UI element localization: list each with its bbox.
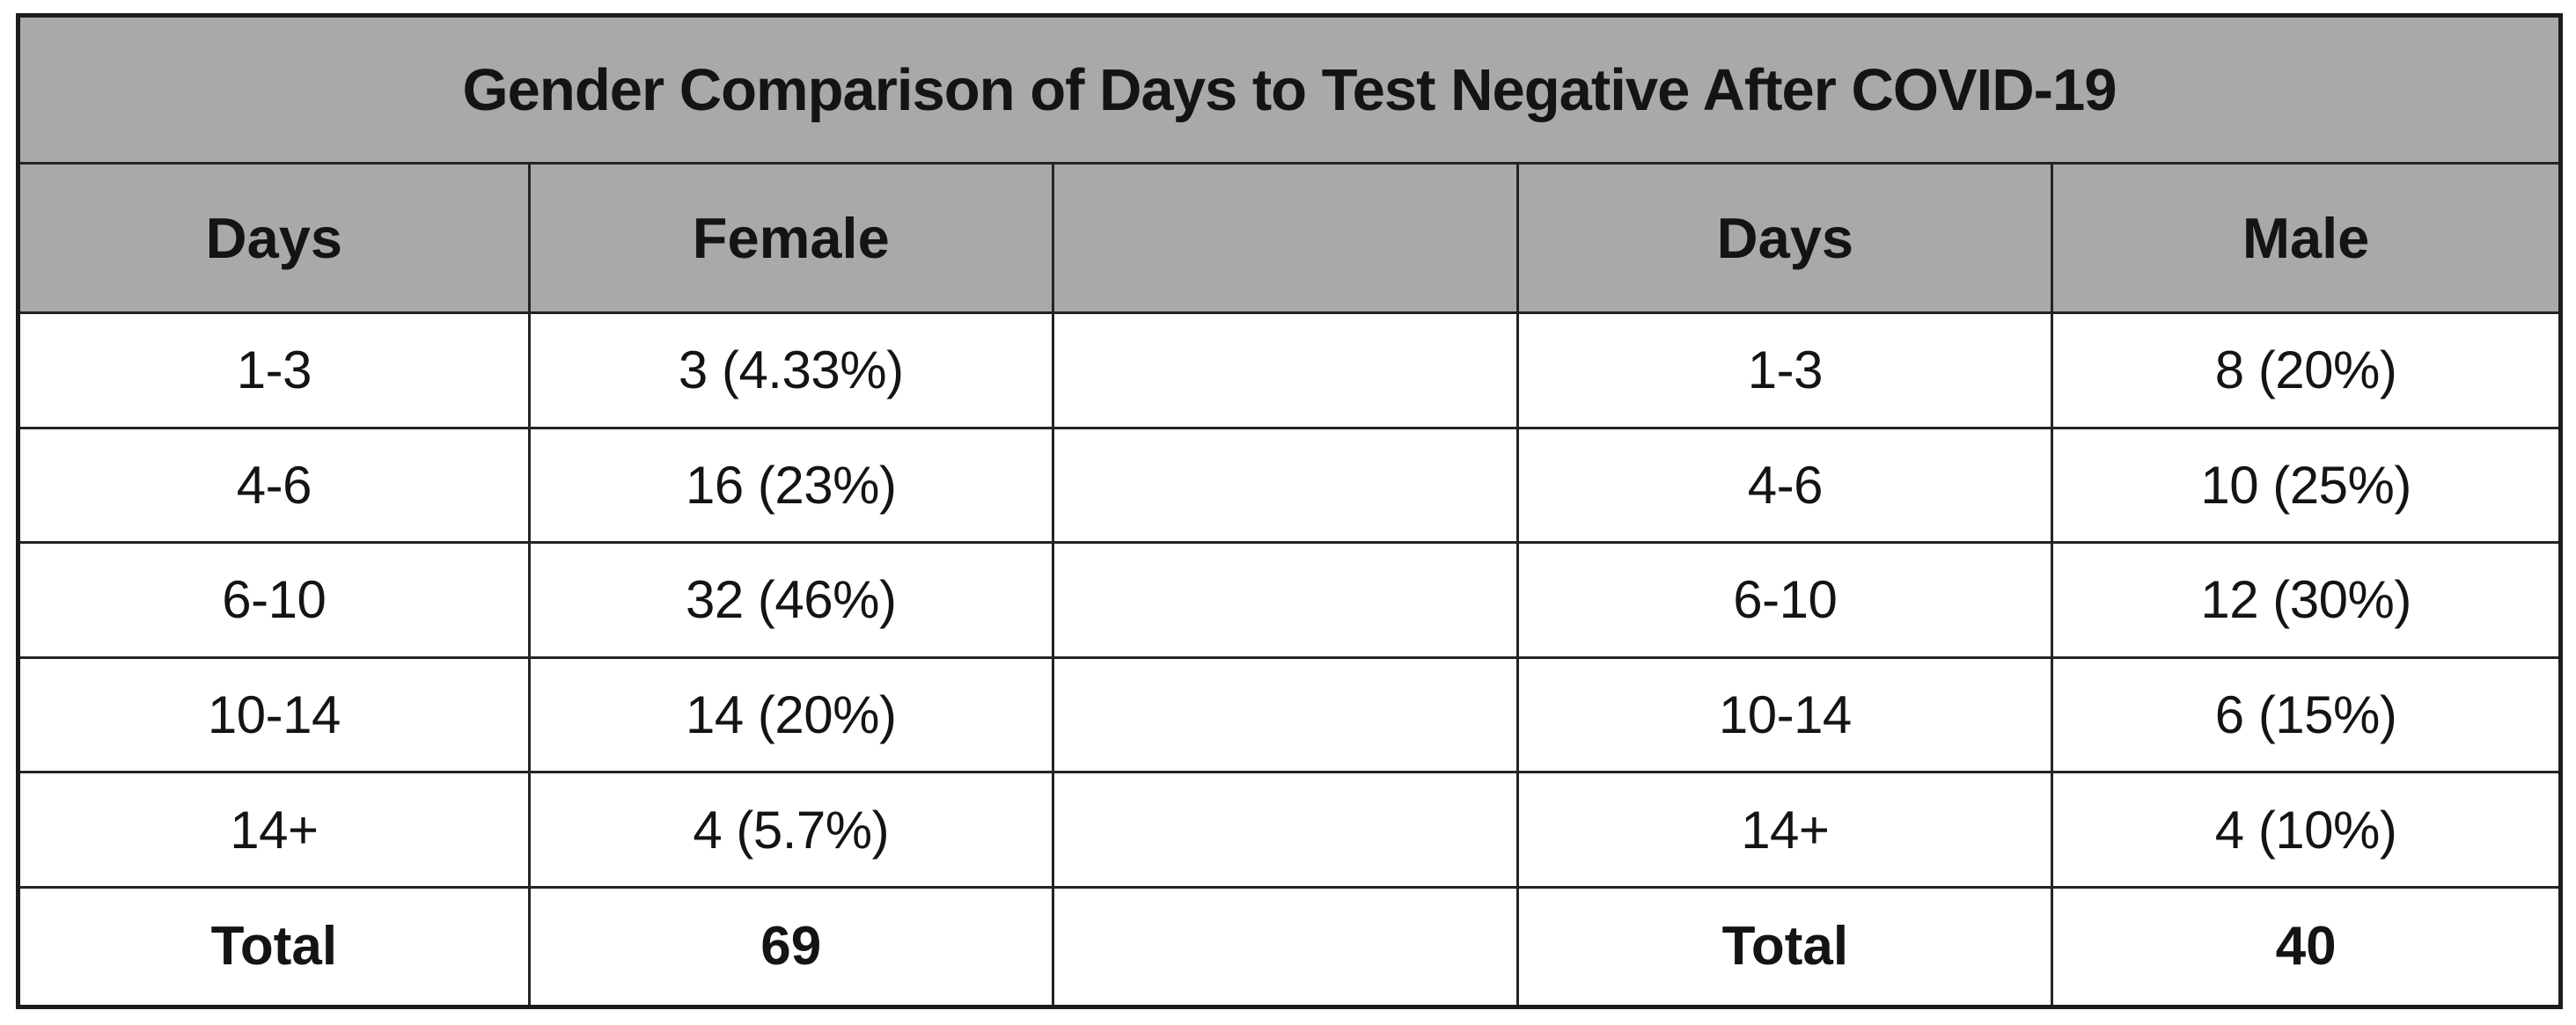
cell-days-female-2: 6-10 (17, 541, 531, 659)
header-row: Days Female Days Male (17, 162, 2562, 314)
cell-spacer-3 (1051, 655, 1520, 774)
cell-days-female-0: 1-3 (17, 311, 531, 429)
column-header-spacer (1051, 162, 1520, 314)
cell-female-0: 3 (4.33%) (527, 311, 1054, 429)
cell-female-2: 32 (46%) (527, 541, 1054, 659)
gender-comparison-table: Gender Comparison of Days to Test Negati… (16, 13, 2563, 1009)
cell-spacer-1 (1051, 426, 1520, 545)
table-row: 6-10 32 (46%) 6-10 12 (30%) (17, 541, 2562, 659)
total-value-female: 69 (527, 885, 1054, 1009)
total-label-male: Total (1516, 885, 2054, 1009)
column-header-female: Female (527, 162, 1054, 314)
cell-female-4: 4 (5.7%) (527, 771, 1054, 889)
column-header-days-male: Days (1516, 162, 2054, 314)
total-value-male: 40 (2051, 885, 2562, 1009)
cell-days-male-2: 6-10 (1516, 541, 2054, 659)
table-row: 10-14 14 (20%) 10-14 6 (15%) (17, 655, 2562, 774)
cell-days-male-1: 4-6 (1516, 426, 2054, 545)
cell-male-1: 10 (25%) (2051, 426, 2562, 545)
cell-days-male-0: 1-3 (1516, 311, 2054, 429)
cell-days-female-4: 14+ (17, 771, 531, 889)
cell-spacer-4 (1051, 771, 1520, 889)
cell-days-female-3: 10-14 (17, 655, 531, 774)
table-title: Gender Comparison of Days to Test Negati… (17, 14, 2562, 165)
cell-male-3: 6 (15%) (2051, 655, 2562, 774)
cell-days-male-3: 10-14 (1516, 655, 2054, 774)
table-row: 14+ 4 (5.7%) 14+ 4 (10%) (17, 771, 2562, 889)
table-row: 1-3 3 (4.33%) 1-3 8 (20%) (17, 311, 2562, 429)
cell-spacer-2 (1051, 541, 1520, 659)
cell-spacer-0 (1051, 311, 1520, 429)
cell-male-4: 4 (10%) (2051, 771, 2562, 889)
cell-male-0: 8 (20%) (2051, 311, 2562, 429)
cell-days-male-4: 14+ (1516, 771, 2054, 889)
column-header-male: Male (2051, 162, 2562, 314)
table-row: 4-6 16 (23%) 4-6 10 (25%) (17, 426, 2562, 545)
total-row: Total 69 Total 40 (17, 885, 2562, 1009)
cell-female-3: 14 (20%) (527, 655, 1054, 774)
cell-female-1: 16 (23%) (527, 426, 1054, 545)
cell-days-female-1: 4-6 (17, 426, 531, 545)
title-row: Gender Comparison of Days to Test Negati… (17, 14, 2562, 165)
column-header-days-female: Days (17, 162, 531, 314)
cell-male-2: 12 (30%) (2051, 541, 2562, 659)
total-spacer (1051, 885, 1520, 1009)
total-label-female: Total (17, 885, 531, 1009)
